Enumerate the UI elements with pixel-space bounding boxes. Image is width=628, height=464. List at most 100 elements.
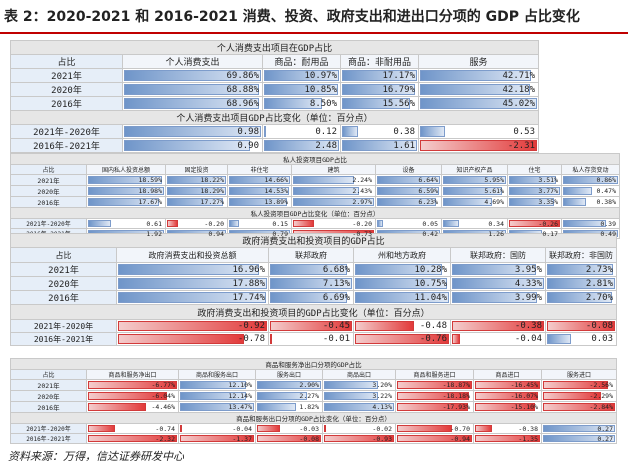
row-label: 2020年 — [10, 390, 87, 402]
negative-data-bar — [452, 334, 460, 344]
cell-value: 12.14% — [228, 392, 252, 400]
negative-data-bar — [88, 392, 168, 400]
cell-value: 0.47% — [596, 187, 617, 195]
cell-value: 10.85% — [304, 84, 337, 95]
share-cell: 68.88% — [122, 82, 263, 97]
share-cell: 4.69% — [441, 196, 508, 208]
cell-value: 2.81% — [585, 278, 614, 289]
table-row: 2020年 17.88% 7.13% 10.75% 4.33% 2.81% — [10, 276, 618, 291]
row-label: 2020年 — [10, 185, 87, 197]
cell-value: -0.08 — [585, 321, 614, 331]
cell-value: -4.46% — [151, 403, 175, 411]
column-header: 商品：非耐用品 — [340, 54, 419, 69]
cell-value: 17.17% — [382, 70, 415, 81]
positive-data-bar — [547, 278, 616, 289]
cell-value: -0.93 — [372, 434, 392, 443]
positive-data-bar — [264, 70, 339, 81]
cell-value: 68.88% — [226, 84, 259, 95]
share-cell: 2.97% — [291, 196, 376, 208]
section-header: 个人消费支出项目在GDP占比 — [10, 40, 539, 55]
column-header: 商品和服务进口 — [395, 369, 474, 380]
positive-data-bar — [563, 187, 593, 195]
negative-data-bar — [118, 334, 245, 344]
share-cell: -6.77% — [86, 379, 179, 391]
change-cell: -0.38 — [450, 319, 546, 333]
table-row: 2021年 16.96% 6.68% 10.28% 3.95% 2.73% — [10, 262, 618, 277]
cell-value: -16.45% — [510, 381, 538, 389]
cell-value: -2.31 — [507, 140, 535, 151]
share-cell: 13.47% — [178, 401, 256, 413]
share-cell: -18.87% — [395, 379, 474, 391]
share-cell: 18.98% — [86, 185, 166, 197]
share-label: 占比 — [10, 247, 117, 263]
table-row: 2021年 18.59% 18.22% 14.66% 2.24% 6.64% 5.95% 3.… — [10, 174, 621, 186]
change-row-label: 2021年-2020年 — [10, 319, 117, 333]
cell-value: 4.33% — [514, 278, 542, 289]
change-cell: 0.61 — [86, 218, 166, 229]
share-cell: 3.22% — [322, 390, 396, 402]
share-cell: 17.27% — [165, 196, 228, 208]
positive-data-bar — [443, 187, 503, 195]
cell-value: 18.59% — [138, 176, 162, 184]
share-cell: 0.38% — [560, 196, 621, 208]
cell-value: 3.99% — [514, 292, 542, 303]
cell-value: 13.47% — [228, 403, 252, 411]
cell-value: -0.20 — [352, 219, 372, 228]
cell-value: -0.48 — [419, 321, 447, 331]
cell-value: -2.29% — [589, 392, 613, 400]
positive-data-bar — [88, 176, 163, 184]
cell-value: 0.39 — [600, 219, 617, 228]
column-header: 商品：耐用品 — [262, 54, 341, 69]
cell-value: 2.73% — [585, 264, 614, 275]
change-cell: -2.31 — [418, 138, 539, 153]
share-cell: 3.95% — [450, 262, 546, 277]
column-header: 服务 — [418, 54, 539, 69]
negative-data-bar — [543, 381, 608, 389]
share-cell: 17.88% — [116, 276, 269, 291]
column-header: 商品和服务出口 — [178, 369, 256, 380]
column-header: 服务出口 — [255, 369, 323, 380]
positive-data-bar — [264, 84, 339, 95]
table-row: 2016年 -4.46% 13.47% 1.82% 4.13% -17.93% -15.10… — [10, 401, 617, 413]
positive-data-bar — [229, 220, 239, 227]
row-label: 2020年 — [10, 276, 117, 291]
cell-value: -2.84% — [589, 403, 613, 411]
positive-data-bar — [88, 220, 111, 227]
change-row: 2016年-2021年 -0.78 -0.01 -0.76 -0.04 0.03 — [10, 332, 618, 346]
cell-value: 4.13% — [372, 403, 392, 411]
change-cell: 1.61 — [340, 138, 419, 153]
share-cell: 17.17% — [340, 68, 419, 83]
positive-data-bar — [124, 84, 260, 95]
row-label: 2021年 — [10, 174, 87, 186]
cell-value: 17.27% — [200, 198, 224, 206]
cell-value: 12.10% — [228, 381, 252, 389]
positive-data-bar — [264, 140, 339, 151]
row-label: 2021年 — [10, 262, 117, 277]
share-cell: 18.59% — [86, 174, 166, 186]
share-cell: 10.85% — [262, 82, 341, 97]
negative-data-bar — [257, 425, 280, 432]
cell-value: -1.37 — [232, 434, 252, 443]
negative-data-bar — [355, 334, 449, 344]
share-cell: 0.47% — [560, 185, 621, 197]
change-cell: -0.38 — [473, 423, 542, 434]
cell-value: 0.34 — [488, 219, 504, 228]
cell-value: -15.10% — [510, 403, 538, 411]
share-cell: 14.53% — [227, 185, 292, 197]
change-cell: -0.45 — [268, 319, 354, 333]
cell-value: 8.50% — [309, 98, 337, 109]
cell-value: 17.74% — [232, 292, 265, 303]
positive-data-bar — [270, 264, 347, 275]
change-row: 2021年-2020年 0.61 -0.20 0.15 -0.20 0.05 0.34 -0.… — [10, 218, 621, 229]
share-cell: 5.61% — [441, 185, 508, 197]
negative-data-bar — [475, 425, 492, 432]
share-cell: 4.33% — [450, 276, 546, 291]
positive-data-bar — [324, 403, 394, 411]
positive-data-bar — [443, 198, 493, 206]
positive-data-bar — [118, 264, 260, 275]
cell-value: 0.42 — [422, 229, 438, 238]
change-row-label: 2021年-2020年 — [10, 218, 87, 229]
change-row-label: 2021年-2020年 — [10, 124, 123, 139]
cell-value: -0.94 — [450, 434, 470, 443]
cell-value: 0.17 — [542, 229, 558, 238]
